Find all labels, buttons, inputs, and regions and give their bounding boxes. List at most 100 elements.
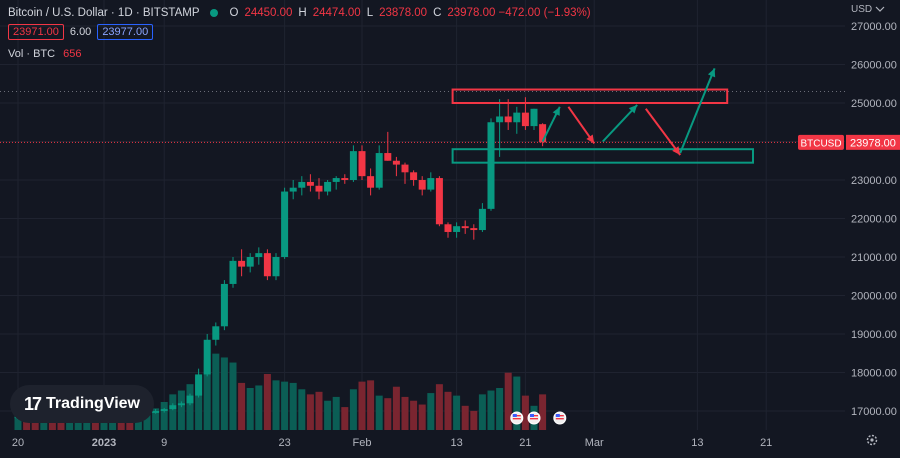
- volume-bar: [358, 381, 366, 430]
- candle-body: [444, 224, 452, 232]
- candle-body: [306, 181, 314, 186]
- y-tick-label: 20000.00: [851, 291, 897, 303]
- tradingview-logo-text: TradingView: [46, 395, 140, 412]
- candle-body: [496, 116, 504, 123]
- buy-price-button[interactable]: 23977.00: [97, 24, 154, 40]
- candle-body: [229, 260, 237, 284]
- price-badge: [846, 134, 900, 150]
- volume-bar: [186, 384, 194, 430]
- candle-body: [186, 395, 194, 404]
- volume-label: Vol · BTC: [8, 48, 56, 60]
- volume-bar: [48, 418, 56, 430]
- candle-body: [418, 180, 426, 190]
- candle-body: [530, 108, 538, 127]
- volume-bar: [392, 386, 400, 430]
- y-tick-label: 18000.00: [851, 368, 897, 380]
- trend-arrow[interactable]: [602, 104, 638, 143]
- market-status-dot: [209, 9, 218, 17]
- candle-body: [324, 181, 332, 192]
- high-value: 24474.00: [312, 7, 361, 19]
- candle-body: [384, 153, 392, 161]
- candle-body: [375, 153, 383, 188]
- candle-body: [435, 178, 443, 225]
- volume-bar: [384, 398, 392, 430]
- volume-bar: [306, 394, 314, 430]
- volume-bar: [238, 382, 246, 430]
- us-flag-stripe: [512, 418, 521, 420]
- x-tick-label: 21: [760, 437, 772, 449]
- volume-bar: [66, 417, 74, 430]
- candle-body: [160, 409, 168, 411]
- x-tick-label: 13: [450, 437, 462, 449]
- volume-bar: [203, 360, 211, 430]
- us-flag-canton: [530, 414, 534, 417]
- volume-bar: [496, 388, 504, 430]
- candle-body: [212, 326, 220, 340]
- volume-bar: [272, 380, 280, 430]
- gear-icon[interactable]: [866, 434, 878, 446]
- candle-body: [263, 253, 271, 277]
- sell-price-button[interactable]: 23971.00: [8, 24, 64, 40]
- candle-body: [513, 112, 521, 123]
- volume-bar: [255, 385, 263, 430]
- y-tick-label: 27000.00: [851, 21, 897, 33]
- tradingview-logo[interactable]: 17 TradingView: [10, 385, 154, 423]
- candle-body: [358, 151, 366, 177]
- x-tick-label: 23: [278, 437, 290, 449]
- volume-bar: [169, 394, 177, 430]
- candle-body: [392, 160, 400, 165]
- candle-body: [478, 208, 486, 231]
- candle-body: [401, 164, 409, 173]
- arrow-head: [628, 104, 638, 114]
- candle-body: [255, 253, 263, 257]
- y-tick-label: 22000.00: [851, 214, 897, 226]
- chevron-down-icon[interactable]: [875, 6, 885, 12]
- open-value: 24450.00: [244, 7, 293, 19]
- candle-body: [152, 411, 160, 413]
- volume-bar: [143, 413, 151, 430]
- us-flag-canton: [512, 414, 517, 417]
- bid-ask-row: 23971.00 6.00 23977.00: [8, 24, 154, 40]
- candle-body: [453, 226, 461, 232]
- arrow-head: [707, 68, 716, 78]
- trend-arrow[interactable]: [679, 67, 716, 154]
- open-label: O: [229, 7, 239, 19]
- volume-bar: [435, 384, 443, 430]
- volume-bar: [453, 395, 461, 430]
- trend-arrow[interactable]: [644, 108, 682, 156]
- arrow-head: [672, 146, 681, 155]
- volume-bar: [444, 391, 452, 430]
- spread-value: 6.00: [69, 26, 92, 38]
- volume-bar: [332, 396, 340, 430]
- volume-bar: [504, 372, 512, 430]
- volume-bar: [401, 396, 409, 430]
- volume-bar: [160, 402, 168, 430]
- support-zone-box[interactable]: [451, 148, 754, 164]
- y-tick-label: 26000.00: [851, 60, 897, 72]
- symbol-title[interactable]: Bitcoin / U.S. Dollar · 1D · BITSTAMP: [8, 7, 200, 19]
- volume-bar: [100, 418, 108, 430]
- volume-bar: [57, 416, 65, 430]
- volume-bar: [195, 376, 203, 430]
- volume-bar: [513, 376, 521, 430]
- candle-body: [470, 228, 478, 231]
- candle-body: [238, 260, 246, 267]
- y-tick-label: 17000.00: [851, 406, 897, 418]
- candle-body: [195, 374, 203, 396]
- volume-bar: [324, 400, 332, 430]
- resistance-zone-box[interactable]: [451, 88, 729, 105]
- arrow-head: [586, 134, 595, 144]
- volume-bar: [177, 390, 185, 430]
- volume-bar: [134, 417, 142, 430]
- x-tick-label: 13: [691, 437, 703, 449]
- volume-value: 656: [63, 48, 82, 60]
- volume-bar: [281, 381, 289, 430]
- price-badge-value: 23978.00: [850, 137, 896, 149]
- volume-bar: [315, 391, 323, 430]
- tradingview-mark-icon: 17: [24, 393, 42, 414]
- volume-bar: [427, 393, 435, 430]
- close-value: 23978.00 −472.00 (−1.93%): [447, 7, 591, 19]
